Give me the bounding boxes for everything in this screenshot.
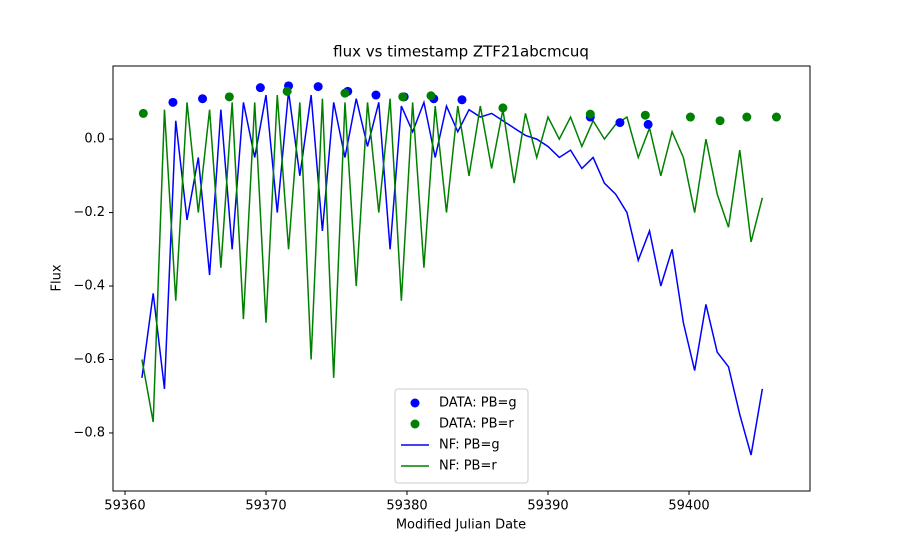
- x-axis-label: Modified Julian Date: [396, 518, 526, 533]
- point: [426, 91, 436, 101]
- point: [643, 119, 653, 129]
- point: [224, 92, 234, 102]
- x-tick-label: 59360: [104, 499, 145, 514]
- point: [615, 118, 625, 128]
- point: [255, 83, 265, 93]
- point: [585, 109, 595, 119]
- point: [640, 110, 650, 120]
- point: [457, 95, 467, 105]
- y-axis-label: Flux: [50, 264, 65, 291]
- point: [498, 103, 508, 113]
- legend-label: DATA: PB=g: [439, 396, 517, 411]
- y-tick-label: −0.4: [73, 279, 105, 294]
- y-tick-label: −0.6: [73, 352, 105, 367]
- point: [371, 90, 381, 100]
- point: [138, 108, 148, 118]
- x-tick-label: 59370: [245, 499, 286, 514]
- legend-label: DATA: PB=r: [439, 417, 514, 432]
- axes-frame: [112, 65, 811, 492]
- legend-label: NF: PB=g: [439, 438, 500, 453]
- line: [141, 91, 764, 456]
- point: [282, 86, 292, 96]
- chart-title: flux vs timestamp ZTF21abcmcuq: [333, 43, 589, 61]
- x-tick-label: 59380: [386, 499, 427, 514]
- line: [141, 94, 764, 423]
- x-tick-label: 59390: [527, 499, 568, 514]
- y-tick-label: −0.8: [73, 425, 105, 440]
- plot-area: [138, 81, 781, 456]
- point: [313, 82, 323, 92]
- point: [715, 116, 725, 126]
- point: [198, 94, 208, 104]
- point: [742, 112, 752, 122]
- legend-marker: [410, 419, 420, 429]
- point: [771, 112, 781, 122]
- point: [340, 88, 350, 98]
- point: [168, 97, 178, 107]
- legend-label: NF: PB=r: [439, 459, 497, 474]
- legend-marker: [410, 398, 420, 408]
- point: [398, 92, 408, 102]
- x-tick-label: 59400: [668, 499, 709, 514]
- y-tick-label: −0.2: [73, 205, 105, 220]
- legend-box: [394, 388, 529, 484]
- point: [685, 112, 695, 122]
- y-tick-label: 0.0: [84, 132, 105, 147]
